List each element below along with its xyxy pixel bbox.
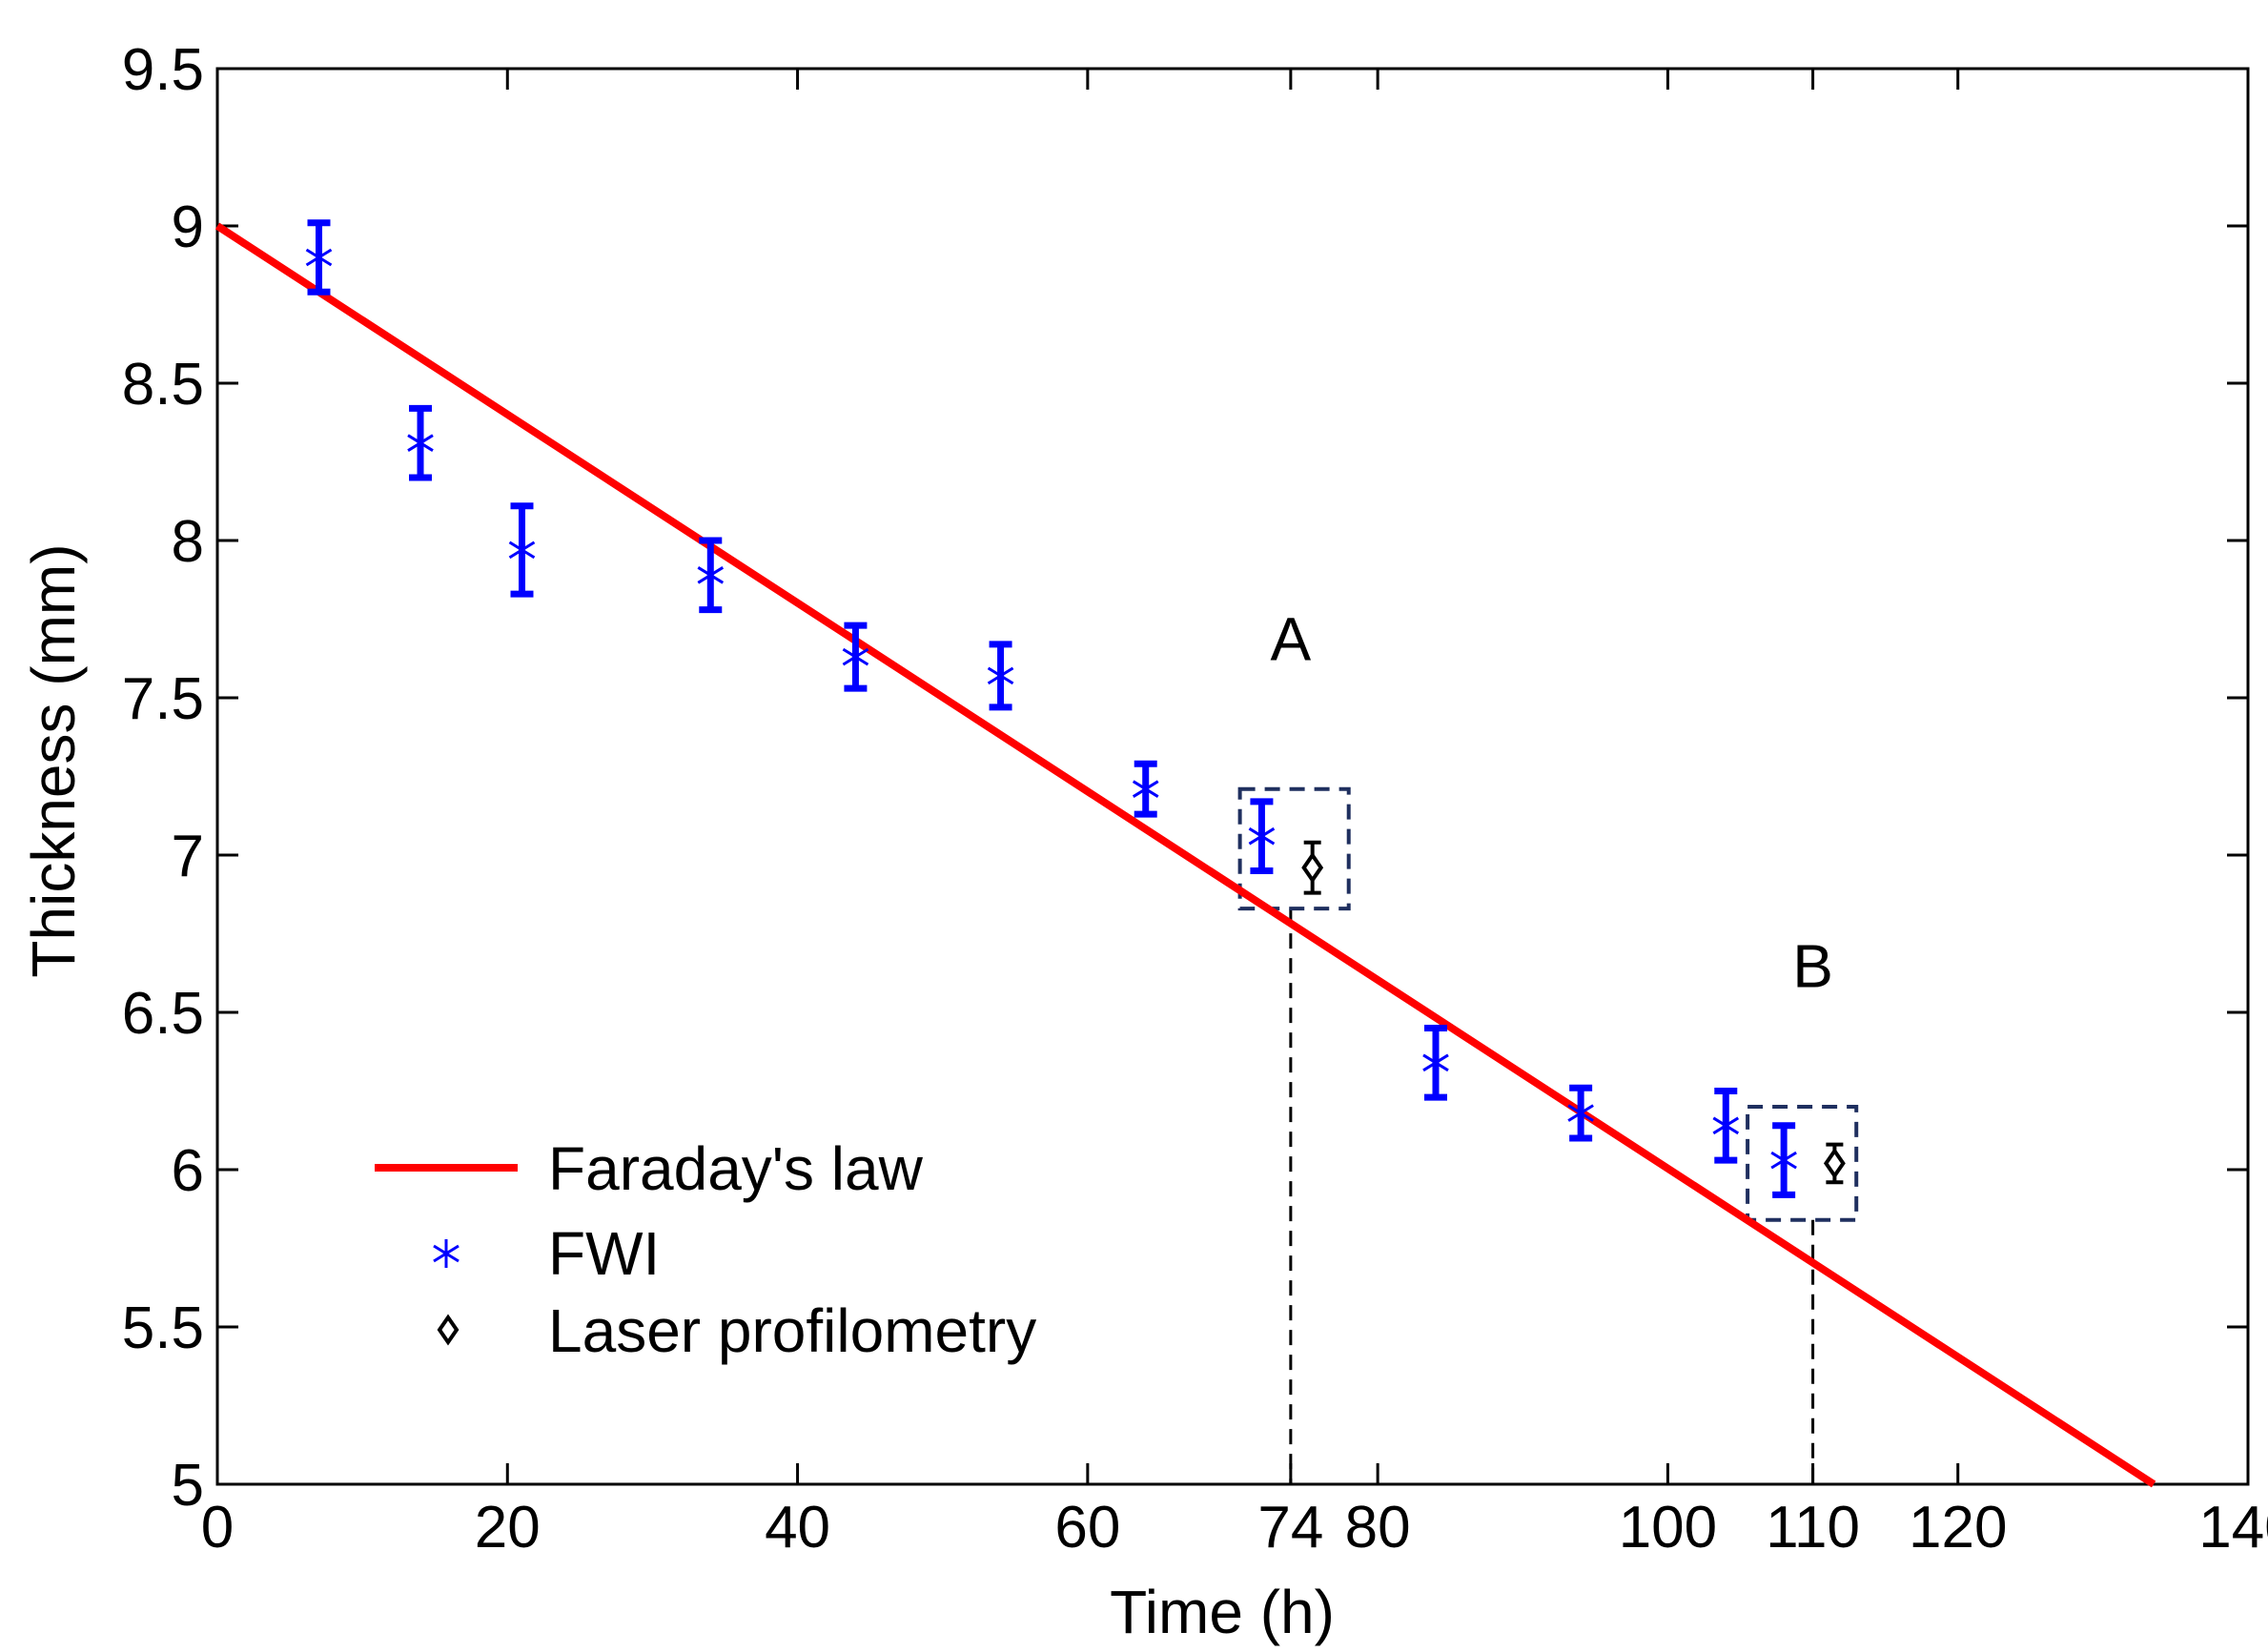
- legend-label-fwi: FWI: [548, 1219, 660, 1288]
- asterisk-marker: [842, 647, 869, 666]
- fwi-point: [1132, 760, 1159, 818]
- fwi-point: [697, 537, 725, 614]
- annotation-label-b: B: [1792, 932, 1833, 1001]
- fwi-point: [1712, 1088, 1740, 1164]
- x-tick-label: 140: [2198, 1495, 2268, 1560]
- laser-point: [1301, 840, 1324, 895]
- asterisk-marker: [1712, 1116, 1740, 1135]
- diamond-marker: [1823, 1147, 1846, 1179]
- x-tick-label: 120: [1909, 1495, 2007, 1560]
- asterisk-marker: [1248, 826, 1276, 846]
- y-tick-label: 8: [172, 509, 204, 575]
- laser-point: [1823, 1142, 1846, 1185]
- y-tick-label: 9.5: [122, 37, 204, 103]
- y-tick-label: 5.5: [122, 1295, 204, 1361]
- asterisk-marker: [1567, 1104, 1594, 1122]
- x-tick-label: 40: [765, 1495, 830, 1560]
- asterisk-marker: [1770, 1151, 1797, 1170]
- legend-label-laser: Laser profilometry: [548, 1296, 1036, 1365]
- asterisk-marker: [987, 666, 1014, 685]
- x-axis-label: Time (h): [1110, 1578, 1335, 1646]
- plot-frame: [215, 67, 2250, 1486]
- y-tick-label: 8.5: [122, 352, 204, 418]
- y-tick-label: 6.5: [122, 981, 204, 1047]
- y-tick-label: 7: [172, 824, 204, 889]
- x-tick-label: 100: [1619, 1495, 1717, 1560]
- fwi-point: [508, 502, 536, 598]
- y-axis-label: Thickness (mm): [19, 543, 88, 977]
- asterisk-marker: [697, 566, 725, 584]
- asterisk-marker: [508, 540, 536, 560]
- y-tick-label: 9: [172, 194, 204, 260]
- x-tick-label: 80: [1345, 1495, 1411, 1560]
- asterisk-marker: [407, 434, 434, 452]
- legend-marker-laser: [437, 1314, 460, 1346]
- x-tick-label: 60: [1054, 1495, 1120, 1560]
- y-tick-label: 5: [172, 1453, 204, 1519]
- x-tick-label: 0: [201, 1495, 234, 1560]
- annotation-label-a: A: [1271, 604, 1312, 673]
- fwi-point: [842, 622, 869, 692]
- x-tick-label: 20: [475, 1495, 541, 1560]
- fwi-point: [1422, 1025, 1449, 1101]
- legend-label-faraday: Faraday's law: [548, 1134, 924, 1203]
- fwi-point: [1567, 1084, 1594, 1142]
- legend: Faraday's law FWI Laser profilometry: [375, 1134, 1036, 1365]
- fwi-point: [305, 219, 333, 296]
- asterisk-marker: [1422, 1053, 1449, 1072]
- diamond-marker: [1301, 851, 1324, 884]
- x-tick-label: 74: [1257, 1495, 1323, 1560]
- legend-marker-fwi: [433, 1239, 460, 1268]
- fwi-point: [1770, 1122, 1797, 1198]
- fwi-point: [407, 404, 434, 481]
- fwi-point: [1248, 798, 1276, 874]
- x-tick-label: 110: [1766, 1495, 1860, 1560]
- asterisk-marker: [305, 248, 333, 267]
- annotation-box-b: [1746, 1105, 1859, 1222]
- fwi-point: [987, 641, 1014, 711]
- annotation-box-a: [1237, 786, 1351, 911]
- faraday-law-line: [215, 222, 2156, 1488]
- asterisk-marker: [1132, 780, 1159, 798]
- y-tick-label: 6: [172, 1138, 204, 1204]
- y-tick-label: 7.5: [122, 666, 204, 732]
